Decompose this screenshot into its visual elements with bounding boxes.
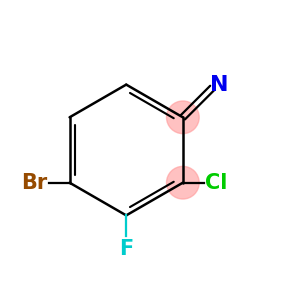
Text: Br: Br xyxy=(21,173,47,193)
Circle shape xyxy=(167,166,199,199)
Circle shape xyxy=(167,101,199,134)
Text: F: F xyxy=(119,239,133,259)
Text: N: N xyxy=(211,75,229,95)
Text: Cl: Cl xyxy=(205,173,227,193)
